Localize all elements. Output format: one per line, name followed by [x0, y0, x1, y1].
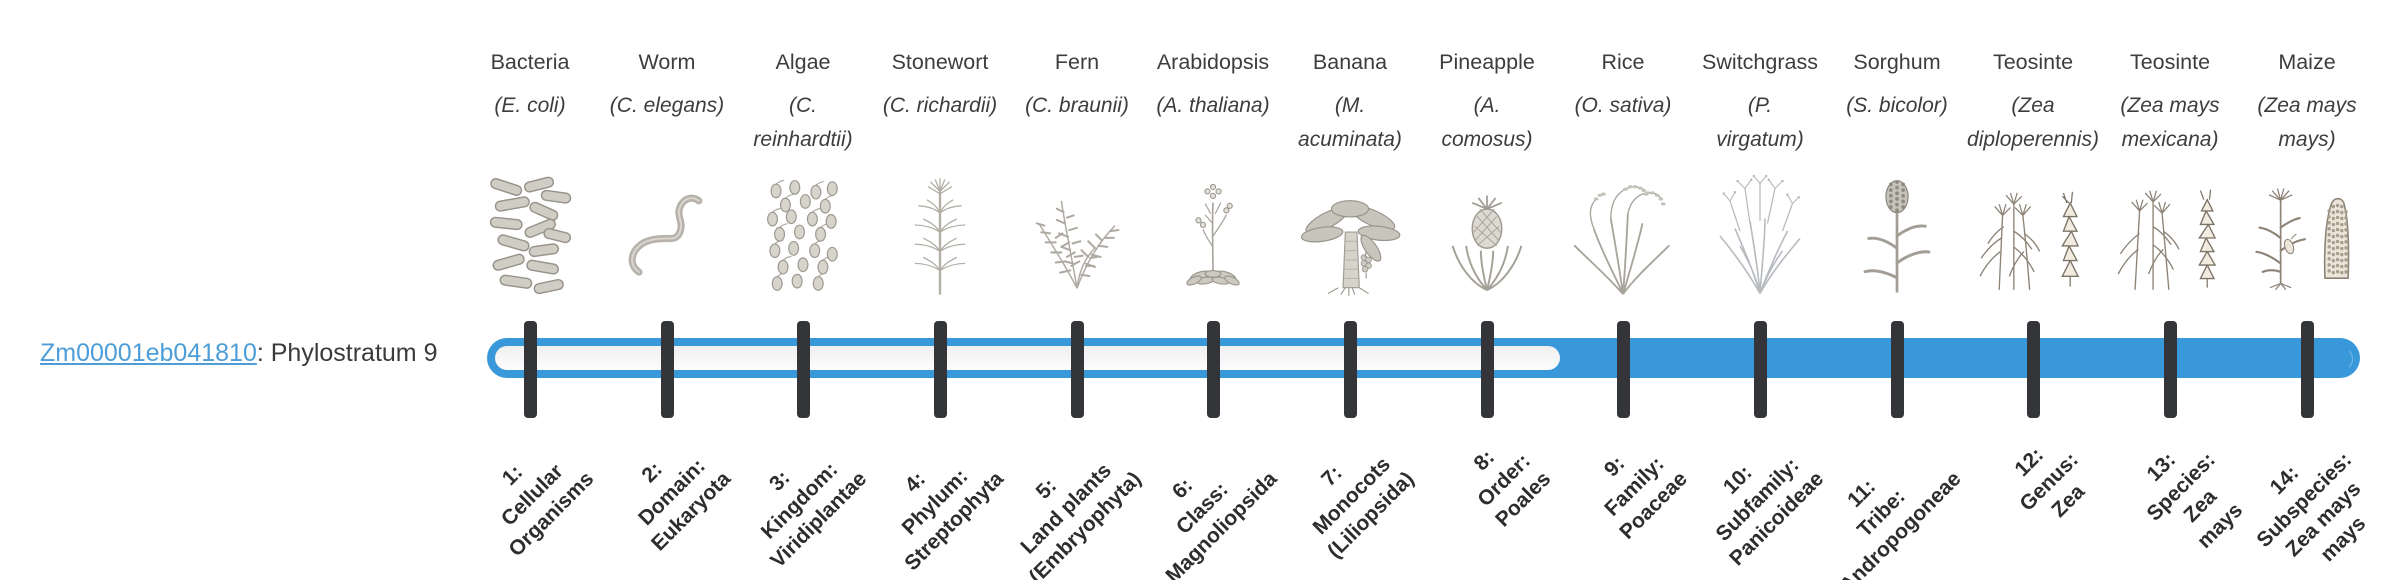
phylostratum-label: 5: Land plants (Embryophyta): [1015, 458, 1146, 580]
taxon-scientific-name: (M. acuminata): [1298, 93, 1402, 151]
taxon-scientific-name: (O. sativa): [1574, 93, 1672, 117]
taxon-common-name: Banana: [1312, 50, 1388, 74]
taxon-scientific-name: (A. comosus): [1441, 93, 1533, 151]
taxon-header: Arabidopsis (A. thaliana): [1128, 50, 1298, 123]
taxon-scientific-name: (S. bicolor): [1846, 93, 1948, 117]
gene-id-link[interactable]: Zm00001eb041810: [40, 339, 257, 367]
taxon-scientific-name: (C. braunii): [1025, 93, 1129, 117]
maize-illustration: [2242, 168, 2372, 300]
taxon-header: Algae (C. reinhardtii): [718, 50, 888, 157]
taxon-common-name: Rice: [1601, 50, 1645, 74]
taxon-common-name: Arabidopsis: [1156, 50, 1270, 74]
taxon-header: Rice (O. sativa): [1538, 50, 1708, 123]
taxon-header: Switchgrass (P. virgatum): [1675, 50, 1845, 157]
taxon-header: Pineapple (A. comosus): [1402, 50, 1572, 157]
taxon-scientific-name: (C. reinhardtii): [753, 93, 853, 151]
banana-illustration: [1285, 168, 1415, 300]
taxon-common-name: Switchgrass: [1702, 50, 1818, 74]
rice-illustration: [1558, 168, 1688, 300]
taxon-scientific-name: (Zea diploperennis): [1967, 93, 2099, 151]
taxon-common-name: Bacteria: [490, 50, 570, 74]
taxon-common-name: Teosinte: [1992, 50, 2074, 74]
phylostratum-label: 13: Species: Zea mays: [2141, 448, 2247, 554]
arabidopsis-illustration: [1148, 168, 1278, 300]
taxon-header: Maize (Zea mays mays): [2222, 50, 2392, 157]
phylostratum-label: 6: Class: Magnoliopsida: [1161, 467, 1282, 580]
sorghum-illustration: [1832, 168, 1962, 300]
phylostratum-label: 12: Genus: Zea: [2010, 443, 2090, 523]
pineapple-illustration: [1422, 168, 1552, 300]
taxon-scientific-name: (C. elegans): [609, 93, 725, 117]
taxon-common-name: Stonewort: [891, 50, 989, 74]
taxon-common-name: Teosinte: [2129, 50, 2211, 74]
algae-illustration: [738, 168, 868, 300]
phylostratum-tick: [2027, 321, 2040, 418]
phylostratum-tick: [1344, 321, 1357, 418]
taxon-header: Worm (C. elegans): [582, 50, 752, 123]
phylostratum-tick: [797, 321, 810, 418]
phylostratum-tick: [1207, 321, 1220, 418]
phylostratum-label: 2: Domain: Eukaryota: [634, 454, 736, 556]
phylostratum-tick: [934, 321, 947, 418]
stonewort-illustration: [875, 168, 1005, 300]
taxon-header: Banana (M. acuminata): [1265, 50, 1435, 157]
taxon-header: Stonewort (C. richardii): [855, 50, 1025, 123]
phylostratum-tick: [661, 321, 674, 418]
taxon-scientific-name: (P. virgatum): [1716, 93, 1804, 151]
phylostratum-label: 9: Family: Poaceae: [1599, 451, 1692, 545]
phylostratum-tick: [524, 321, 537, 418]
taxon-scientific-name: (Zea mays mays): [2257, 93, 2357, 151]
taxon-header: Teosinte (Zea mays mexicana): [2085, 50, 2255, 157]
taxon-common-name: Algae: [775, 50, 831, 74]
taxon-scientific-name: (Zea mays mexicana): [2120, 93, 2220, 151]
phylostratum-tick: [2164, 321, 2177, 418]
phylostratum-tick: [1891, 321, 1904, 418]
taxon-common-name: Worm: [638, 50, 696, 74]
taxon-scientific-name: (C. richardii): [882, 93, 998, 117]
phylostratum-label: 7: Monocots (Liliopsida): [1308, 452, 1419, 564]
phylostratum-label: 11: Tribe: Andropogoneae: [1835, 467, 1966, 580]
gene-phylostratum-text: : Phylostratum 9: [256, 339, 438, 367]
fern-illustration: [1012, 168, 1142, 300]
taxon-header: Sorghum (S. bicolor): [1812, 50, 1982, 123]
taxon-scientific-name: (E. coli): [494, 93, 566, 117]
worm-illustration: [602, 168, 732, 300]
phylostratum-label: 8: Order: Poales: [1469, 445, 1556, 532]
taxon-header: Fern (C. braunii): [992, 50, 1162, 123]
gene-label: Zm00001eb041810: Phylostratum 9: [40, 339, 438, 368]
phylostratum-tick: [1754, 321, 1767, 418]
phylostrata-timeline-bar: [487, 338, 2360, 378]
taxon-common-name: Sorghum: [1853, 50, 1941, 74]
phylostratum-tick: [2301, 321, 2314, 418]
taxon-common-name: Maize: [2278, 50, 2336, 74]
phylostratum-tick: [1617, 321, 1630, 418]
timeline-unfilled-segment: [495, 346, 1560, 370]
phylostratum-label: 1: Cellular Organisms: [496, 459, 599, 562]
phylostratum-label: 4: Phylum: Streptophyta: [897, 464, 1009, 576]
taxon-common-name: Fern: [1054, 50, 1100, 74]
phylostratum-label: 3: Kingdom: Viridiplantae: [756, 457, 872, 573]
taxon-common-name: Pineapple: [1439, 50, 1535, 74]
phylostratum-tick: [1481, 321, 1494, 418]
phylostratum-tick: [1071, 321, 1084, 418]
phylostratum-label: 14: Subspecies: Zea mays mays: [2252, 448, 2371, 567]
taxon-scientific-name: (A. thaliana): [1156, 93, 1270, 117]
switchgrass-illustration: [1695, 168, 1825, 300]
teosinte-mexicana-illustration: [2105, 168, 2235, 300]
taxon-header: Teosinte (Zea diploperennis): [1948, 50, 2118, 157]
bacteria-illustration: [465, 168, 595, 300]
taxon-header: Bacteria (E. coli): [445, 50, 615, 123]
timeline-end-arc: [2329, 347, 2353, 371]
teosinte-diploperennis-illustration: [1968, 168, 2098, 300]
